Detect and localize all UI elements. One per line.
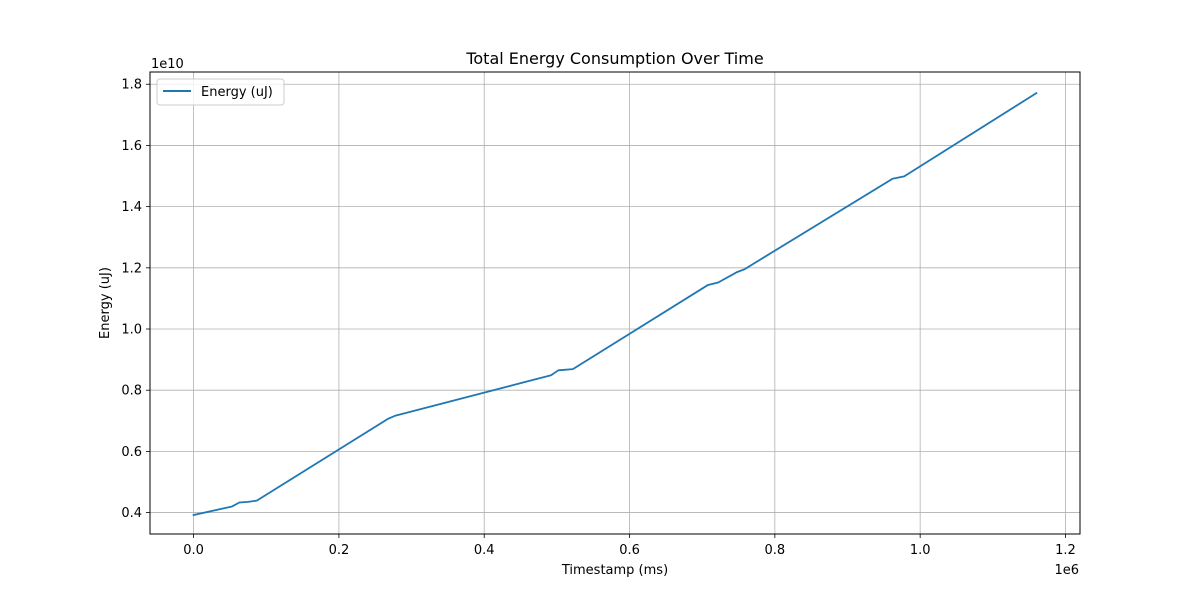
x-axis-ticks: 0.0 0.2 0.4 0.6 0.8 1.0 1.2: [183, 534, 1076, 558]
y-tick-label: 1.4: [121, 200, 142, 215]
series-layer: [192, 91, 1038, 517]
x-tick-label: 0.4: [474, 543, 495, 558]
y-axis-label: Energy (uJ): [98, 267, 113, 339]
y-tick-label: 1.0: [121, 323, 142, 338]
legend-label: Energy (uJ): [201, 85, 273, 100]
y-tick-label: 1.6: [121, 139, 142, 154]
x-axis-offset-label: 1e6: [1054, 563, 1079, 578]
y-tick-label: 1.8: [121, 78, 142, 93]
plot-frame: [149, 71, 1081, 535]
x-tick-label: 1.2: [1055, 543, 1076, 558]
y-tick-label: 0.8: [121, 384, 142, 399]
x-tick-label: 0.6: [619, 543, 640, 558]
x-tick-label: 0.0: [183, 543, 204, 558]
y-axis-offset-label: 1e10: [151, 57, 184, 72]
y-axis-ticks: 0.4 0.6 0.8 1.0 1.2 1.4 1.6 1.8: [121, 78, 150, 521]
legend: Energy (uJ): [156, 78, 285, 106]
series-line: [192, 91, 1038, 517]
legend-box: [156, 78, 285, 106]
x-tick-label: 0.8: [765, 543, 786, 558]
x-axis-label: Timestamp (ms): [561, 563, 668, 578]
x-tick-label: 1.0: [910, 543, 931, 558]
y-tick-label: 1.2: [121, 261, 142, 276]
x-tick-label: 0.2: [329, 543, 350, 558]
chart-title: Total Energy Consumption Over Time: [465, 49, 763, 68]
y-tick-label: 0.4: [121, 506, 142, 521]
grid-lines: [150, 72, 1080, 534]
y-tick-label: 0.6: [121, 445, 142, 460]
